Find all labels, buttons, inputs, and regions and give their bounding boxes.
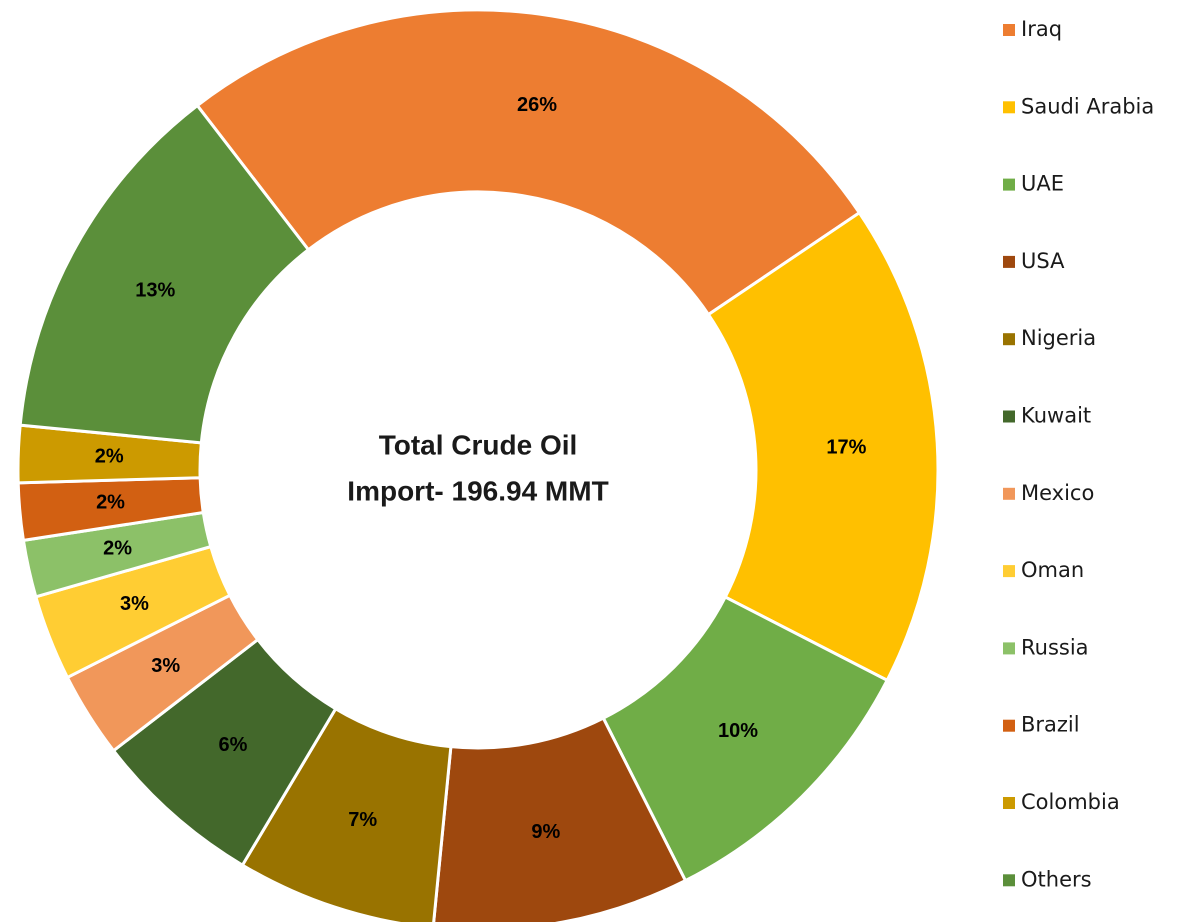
legend-swatch (1003, 333, 1015, 346)
legend-label: Saudi Arabia (1021, 94, 1154, 118)
value-label: 7% (348, 809, 377, 831)
legend-swatch (1003, 255, 1015, 268)
center-text: Import- 196.94 MMT (347, 475, 608, 506)
legend-swatch (1003, 101, 1015, 114)
center-text: Total Crude Oil (379, 429, 578, 460)
value-label: 2% (95, 445, 124, 467)
legend-swatch (1003, 719, 1015, 732)
value-label: 9% (531, 821, 560, 843)
legend-swatch (1003, 487, 1015, 500)
legend-label: USA (1021, 249, 1065, 273)
donut-slice (18, 103, 311, 445)
legend-swatch (1003, 642, 1015, 655)
legend-swatch (1003, 797, 1015, 809)
legend-label: Russia (1021, 635, 1089, 659)
donut-slice (432, 716, 688, 922)
value-label: 2% (103, 538, 132, 560)
value-label: 3% (120, 593, 149, 615)
legend-swatch (1003, 24, 1015, 36)
legend-label: Oman (1021, 558, 1084, 582)
legend-swatch (1003, 178, 1015, 191)
value-label: 3% (151, 655, 180, 677)
legend-label: UAE (1021, 172, 1064, 196)
legend-label: Brazil (1021, 713, 1080, 737)
legend-swatch (1003, 565, 1015, 578)
value-label: 17% (826, 436, 866, 458)
value-label: 10% (718, 720, 758, 742)
legend-label: Kuwait (1021, 404, 1091, 428)
legend-label: Iraq (1021, 17, 1062, 41)
legend-label: Others (1021, 867, 1092, 891)
legend-label: Colombia (1021, 790, 1120, 814)
legend-label: Nigeria (1021, 326, 1096, 350)
value-label: 26% (517, 94, 557, 116)
donut-slice (195, 8, 862, 317)
legend-label: Mexico (1021, 481, 1094, 505)
donut-slice (706, 210, 940, 683)
value-label: 13% (135, 279, 175, 301)
legend-swatch (1003, 410, 1015, 423)
legend-swatch (1003, 874, 1015, 887)
value-label: 2% (96, 492, 125, 514)
value-label: 6% (219, 734, 248, 756)
